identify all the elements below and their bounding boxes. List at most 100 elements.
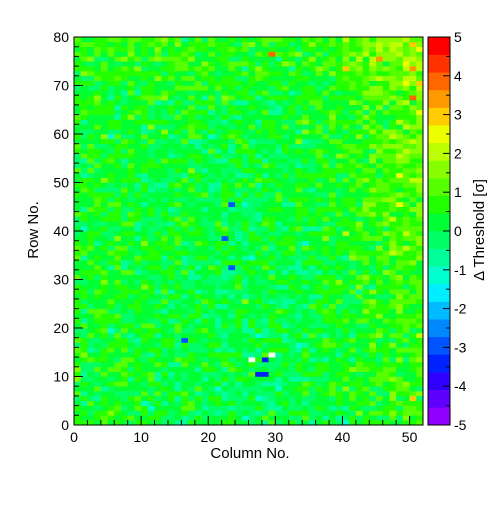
heatmap-cell [114,201,122,208]
heatmap-cell [235,124,243,130]
heatmap-cell [235,264,243,271]
heatmap-cell [342,284,350,290]
heatmap-cell [382,420,390,426]
heatmap-cell [80,172,88,178]
heatmap-cell [302,201,310,208]
heatmap-cell [147,264,155,271]
heatmap-cell [174,255,182,261]
heatmap-cell [376,100,384,106]
heatmap-cell [389,381,397,387]
heatmap-cell [147,148,155,154]
heatmap-cell [329,172,337,178]
heatmap-cell [167,134,175,140]
heatmap-cell [194,313,202,319]
heatmap-cell [355,37,363,43]
heatmap-cell [134,187,142,193]
heatmap-cell [382,391,390,397]
heatmap-cell [241,284,249,290]
heatmap-cell [275,376,283,382]
heatmap-cell [147,294,155,300]
heatmap-cell [127,148,135,154]
heatmap-cell [402,197,410,203]
heatmap-cell [329,357,337,363]
heatmap-cell [114,366,122,372]
heatmap-cell [396,352,404,358]
heatmap-cell [201,109,209,115]
heatmap-cell [308,269,316,275]
heatmap-cell [134,420,142,426]
heatmap-cell [302,245,310,251]
heatmap-cell [409,371,417,377]
heatmap-cell [120,235,128,241]
heatmap-cell [154,148,162,154]
heatmap-cell [295,226,303,232]
heatmap-cell [228,104,236,111]
heatmap-cell [188,366,196,372]
heatmap-cell [302,37,310,43]
heatmap-cell [174,405,182,411]
heatmap-cell [194,294,202,300]
colorbar-tick-label: 3 [454,107,462,123]
heatmap-cell [174,119,182,125]
heatmap-cell [315,415,323,421]
heatmap-cell [201,46,209,52]
heatmap-cell [288,197,296,203]
heatmap-cell [208,177,216,183]
heatmap-cell [369,395,377,402]
heatmap-cell [389,104,397,111]
heatmap-cell [161,260,169,266]
heatmap-cell [194,274,202,280]
heatmap-cell [94,337,102,343]
heatmap-cell [181,148,189,154]
heatmap-cell [74,41,82,47]
heatmap-cell [208,332,216,338]
heatmap-cell [376,405,384,411]
heatmap-cell [275,274,283,280]
heatmap-cell [74,177,82,183]
heatmap-cell [268,298,276,305]
heatmap-cell [302,371,310,377]
heatmap-cell [322,298,330,305]
heatmap-cell [335,260,343,266]
heatmap-cell [134,386,142,392]
heatmap-cell [120,284,128,290]
heatmap-cell [396,51,404,57]
heatmap-cell [402,109,410,115]
heatmap-cell [87,197,95,203]
heatmap-cell [161,347,169,353]
heatmap-cell [154,75,162,81]
heatmap-cell [100,80,108,86]
heatmap-cell [181,376,189,382]
heatmap-cell [329,415,337,421]
heatmap-cell [241,100,249,106]
heatmap-cell [349,177,357,183]
colorbar-swatch [428,354,450,373]
heatmap-cell [100,56,108,62]
heatmap-cell [329,104,337,111]
heatmap-cell [282,255,290,261]
heatmap-cell [174,75,182,81]
heatmap-cell [396,70,404,77]
heatmap-cell [188,255,196,261]
heatmap-cell [181,75,189,81]
heatmap-cell [214,395,222,402]
colorbar-swatch [428,389,450,408]
heatmap-cell [74,158,82,164]
heatmap-cell [154,182,162,188]
heatmap-cell [409,260,417,266]
heatmap-cell [221,124,229,130]
heatmap-cell [416,395,424,402]
heatmap-cell [114,235,122,241]
heatmap-cell [241,240,249,246]
heatmap-cell [114,80,122,86]
heatmap-cell [188,148,196,154]
heatmap-cell [255,289,263,295]
heatmap-cell [161,80,169,86]
heatmap-cell [329,158,337,164]
heatmap-cell [302,143,310,149]
heatmap-cell [114,289,122,295]
heatmap-cell [167,46,175,52]
heatmap-cell [74,187,82,193]
heatmap-cell [362,37,370,43]
heatmap-cell [87,376,95,382]
